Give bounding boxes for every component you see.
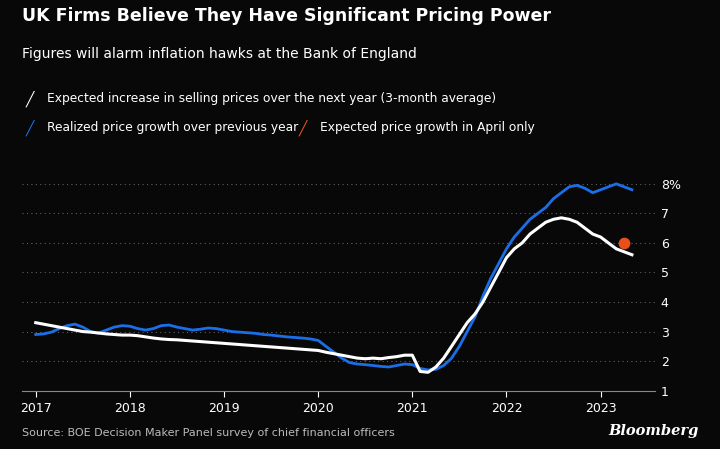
Text: Expected price growth in April only: Expected price growth in April only xyxy=(320,122,535,134)
Text: Realized price growth over previous year: Realized price growth over previous year xyxy=(47,122,298,134)
Text: ╱: ╱ xyxy=(299,120,307,136)
Point xyxy=(618,239,630,247)
Text: Bloomberg: Bloomberg xyxy=(608,424,698,438)
Text: Source: BOE Decision Maker Panel survey of chief financial officers: Source: BOE Decision Maker Panel survey … xyxy=(22,428,395,438)
Text: Figures will alarm inflation hawks at the Bank of England: Figures will alarm inflation hawks at th… xyxy=(22,47,416,61)
Text: ╱: ╱ xyxy=(25,120,34,136)
Text: UK Firms Believe They Have Significant Pricing Power: UK Firms Believe They Have Significant P… xyxy=(22,7,551,25)
Text: ╱: ╱ xyxy=(25,91,34,107)
Text: Expected increase in selling prices over the next year (3-month average): Expected increase in selling prices over… xyxy=(47,92,496,105)
